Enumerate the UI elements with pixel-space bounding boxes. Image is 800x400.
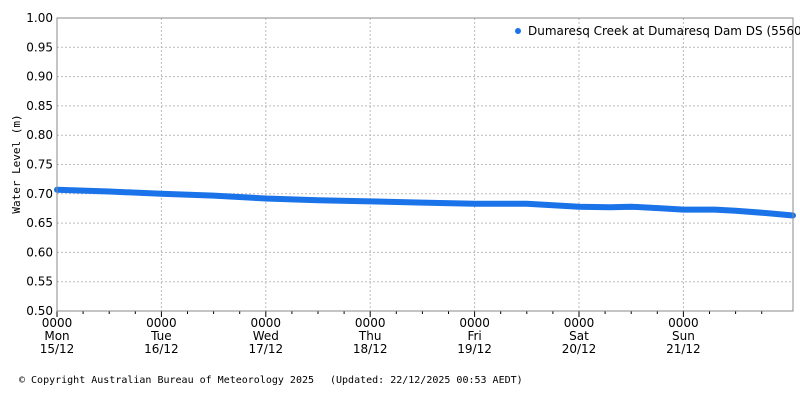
y-tick-label: 0.80	[26, 128, 53, 142]
x-tick-label: 0000	[251, 316, 282, 330]
y-tick-label: 0.95	[26, 40, 53, 54]
y-axis-label: Water Level (m)	[10, 114, 23, 213]
y-tick-label: 0.60	[26, 245, 53, 259]
x-tick-label: Mon	[44, 329, 69, 343]
y-axis-ticks: 1.00 0.95 0.90 0.85 0.80 0.75 0.70 0.65 0.60 0.55…	[26, 11, 53, 318]
x-tick-label: Sat	[569, 329, 589, 343]
legend-marker	[515, 28, 521, 34]
x-tick-label: 0000	[355, 316, 386, 330]
x-tick-label: 20/12	[562, 342, 597, 356]
copyright-text: © Copyright Australian Bureau of Meteoro…	[19, 375, 314, 386]
x-tick-label: 0000	[564, 316, 595, 330]
x-tick-label: Sun	[672, 329, 695, 343]
x-axis-ticks: 0000Mon15/120000Tue16/120000Wed17/120000…	[40, 311, 763, 356]
x-tick-label: 19/12	[457, 342, 492, 356]
grid-lines	[56, 17, 793, 312]
series-layer	[54, 186, 796, 219]
y-tick-label: 0.75	[26, 158, 53, 172]
x-tick-label: Tue	[150, 329, 172, 343]
y-tick-label: 0.70	[26, 187, 53, 201]
x-tick-label: Wed	[253, 329, 279, 343]
legend-label: Dumaresq Creek at Dumaresq Dam DS (55602…	[528, 24, 800, 38]
x-tick-label: 0000	[668, 316, 699, 330]
x-tick-label: 21/12	[666, 342, 701, 356]
updated-text: (Updated: 22/12/2025 00:53 AEDT)	[330, 375, 523, 386]
y-tick-label: 0.90	[26, 70, 53, 84]
x-tick-label: Fri	[467, 329, 481, 343]
x-tick-label: 15/12	[40, 342, 75, 356]
x-tick-label: 17/12	[249, 342, 284, 356]
x-tick-label: 0000	[459, 316, 490, 330]
y-tick-label: 0.85	[26, 99, 53, 113]
legend: Dumaresq Creek at Dumaresq Dam DS (55602…	[515, 24, 800, 38]
x-tick-label: Thu	[358, 329, 382, 343]
plot-frame	[56, 17, 794, 312]
y-tick-label: 1.00	[26, 11, 53, 25]
x-tick-label: 0000	[146, 316, 177, 330]
x-tick-label: 0000	[42, 316, 73, 330]
x-tick-label: 16/12	[144, 342, 179, 356]
x-tick-label: 18/12	[353, 342, 388, 356]
y-tick-label: 0.65	[26, 216, 53, 230]
series-line	[54, 186, 796, 219]
y-tick-label: 0.50	[26, 304, 53, 318]
y-tick-label: 0.55	[26, 275, 53, 289]
